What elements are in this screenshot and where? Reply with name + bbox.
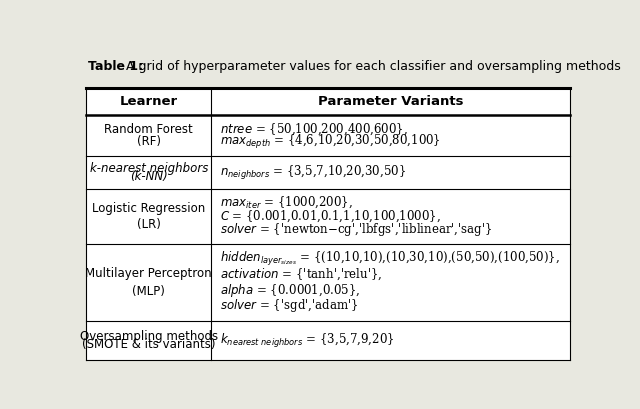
Text: (LR): (LR) bbox=[137, 218, 161, 231]
Bar bbox=[86, 88, 570, 360]
Text: Table 1:: Table 1: bbox=[88, 60, 143, 73]
Text: $max_{depth}$ = {4,6,10,20,30,50,80,100}: $max_{depth}$ = {4,6,10,20,30,50,80,100} bbox=[220, 133, 441, 151]
Text: $activation$ = {'tanh','relu'},: $activation$ = {'tanh','relu'}, bbox=[220, 267, 383, 282]
Text: (RF): (RF) bbox=[137, 135, 161, 148]
Text: $hidden_{layer_{sizes}}$ = {(10,10,10),(10,30,10),(50,50),(100,50)},: $hidden_{layer_{sizes}}$ = {(10,10,10),(… bbox=[220, 250, 560, 268]
Text: Random Forest: Random Forest bbox=[104, 124, 193, 137]
Text: (SMOTE & its variants): (SMOTE & its variants) bbox=[82, 338, 216, 351]
Text: $solver$ = {'sgd','adam'}: $solver$ = {'sgd','adam'} bbox=[220, 297, 359, 314]
Text: Logistic Regression: Logistic Regression bbox=[92, 202, 205, 215]
Text: $n_{neighbors}$ = {3,5,7,10,20,30,50}: $n_{neighbors}$ = {3,5,7,10,20,30,50} bbox=[220, 164, 406, 182]
Text: $ntree$ = {50,100,200,400,600},: $ntree$ = {50,100,200,400,600}, bbox=[220, 121, 408, 137]
Text: (k-NN): (k-NN) bbox=[130, 170, 168, 183]
Text: Parameter Variants: Parameter Variants bbox=[318, 95, 463, 108]
Text: Learner: Learner bbox=[120, 95, 178, 108]
Text: $max_{iter}$ = {1000,200},: $max_{iter}$ = {1000,200}, bbox=[220, 195, 353, 211]
Text: $alpha$ = {0.0001,0.05},: $alpha$ = {0.0001,0.05}, bbox=[220, 282, 361, 299]
Text: $solver$ = {'newton$-$cg','lbfgs','liblinear','sag'}: $solver$ = {'newton$-$cg','lbfgs','libli… bbox=[220, 221, 493, 238]
Text: Multilayer Perceptron: Multilayer Perceptron bbox=[85, 267, 212, 279]
Text: $k_{nearest\ neighbors}$ = {3,5,7,9,20}: $k_{nearest\ neighbors}$ = {3,5,7,9,20} bbox=[220, 332, 395, 350]
Text: $C$ = {0.001,0.01,0.1,1,10,100,1000},: $C$ = {0.001,0.01,0.1,1,10,100,1000}, bbox=[220, 209, 441, 224]
Text: (MLP): (MLP) bbox=[132, 285, 165, 299]
Text: A grid of hyperparameter values for each classifier and oversampling methods: A grid of hyperparameter values for each… bbox=[122, 60, 621, 73]
Text: k-nearest neighbors: k-nearest neighbors bbox=[90, 162, 208, 175]
Text: Oversampling methods: Oversampling methods bbox=[79, 330, 218, 343]
